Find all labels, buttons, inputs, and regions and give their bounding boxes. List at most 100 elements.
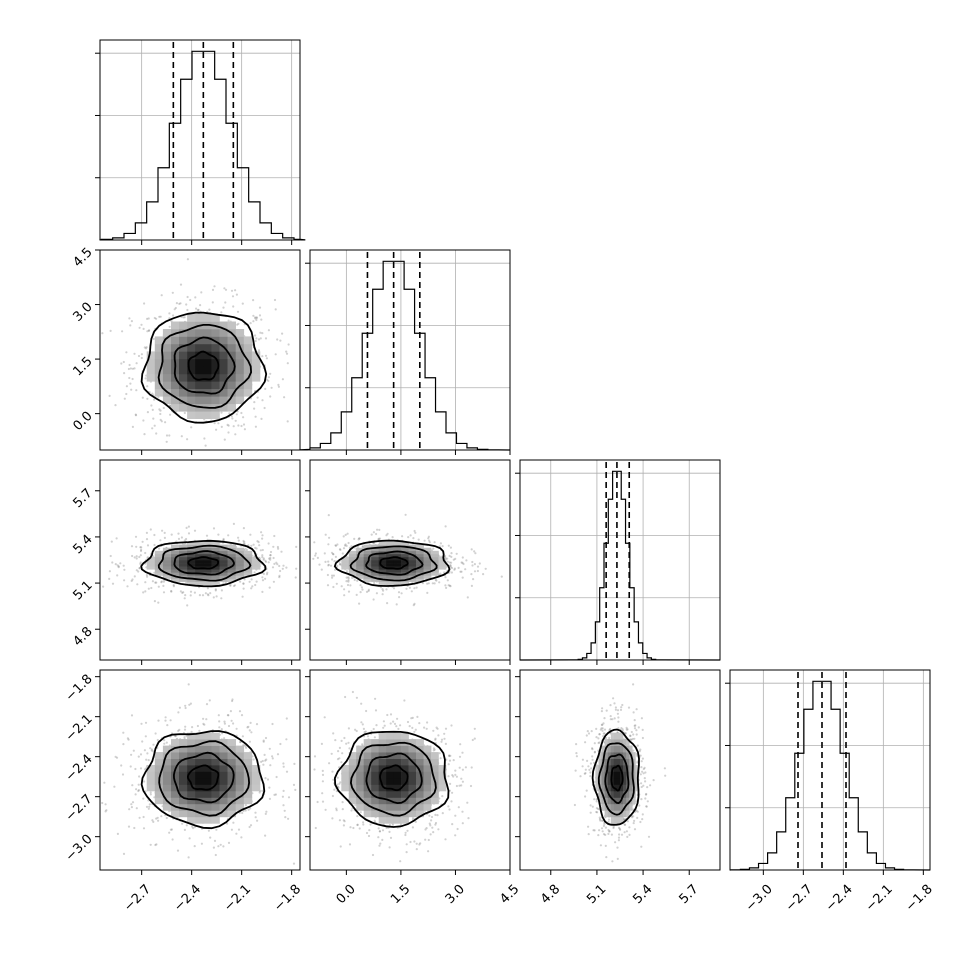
density-cell	[203, 784, 212, 792]
sample-point	[404, 831, 407, 834]
sample-point	[123, 568, 126, 571]
sample-point	[455, 775, 458, 778]
sample-point	[399, 724, 402, 727]
density-cell	[211, 351, 220, 360]
sample-point	[470, 766, 473, 769]
sample-point	[109, 329, 112, 332]
density-cell	[235, 563, 245, 567]
sample-point	[183, 597, 186, 600]
density-cell	[393, 550, 402, 555]
density-cell	[179, 336, 188, 345]
sample-point	[360, 586, 363, 589]
density-cell	[187, 396, 196, 405]
sample-point	[335, 582, 338, 585]
density-cell	[211, 358, 220, 367]
density-cell	[393, 560, 402, 564]
density-cell	[195, 560, 204, 564]
sample-point	[174, 306, 177, 310]
sample-point	[108, 577, 111, 581]
sample-point	[188, 703, 191, 706]
sample-point	[151, 408, 154, 411]
sample-point	[141, 740, 144, 743]
sample-point	[254, 425, 257, 428]
sample-point	[224, 301, 227, 304]
sample-point	[169, 719, 172, 722]
density-cell	[187, 381, 196, 390]
sample-point	[134, 535, 138, 538]
sample-point	[117, 565, 120, 568]
density-cell	[179, 569, 188, 573]
sample-point	[133, 556, 136, 559]
sample-point	[209, 592, 212, 595]
sample-point	[313, 755, 317, 758]
density-cell	[235, 745, 245, 753]
sample-point	[327, 543, 330, 546]
sample-point	[218, 720, 221, 723]
sample-point	[375, 592, 378, 595]
sample-point	[286, 362, 289, 365]
sample-point	[145, 573, 148, 577]
sample-point	[141, 540, 144, 543]
sample-point	[282, 564, 285, 567]
sample-point	[154, 732, 157, 735]
sample-point	[131, 578, 134, 581]
sample-point	[321, 773, 325, 777]
density-cell	[363, 563, 372, 567]
density-cell	[431, 553, 439, 558]
sample-point	[242, 423, 246, 426]
sample-point	[215, 595, 218, 598]
sample-point	[444, 727, 448, 730]
sample-point	[232, 584, 236, 588]
density-cell	[187, 778, 196, 785]
sample-point	[265, 573, 269, 576]
sample-point	[186, 258, 189, 261]
sample-point	[146, 752, 149, 755]
sample-point	[184, 594, 187, 597]
sample-point	[396, 717, 399, 720]
sample-point	[444, 838, 447, 841]
sample-point	[191, 726, 194, 729]
sample-point	[135, 788, 138, 791]
density-cell	[146, 784, 156, 792]
density-cell	[195, 739, 204, 746]
sample-point	[349, 584, 352, 587]
density-cell	[219, 547, 228, 552]
density-cell	[203, 732, 212, 740]
sample-point	[249, 807, 252, 810]
sample-point	[267, 329, 270, 332]
sample-point	[231, 295, 235, 298]
contour-level-3	[140, 311, 268, 424]
density-cell	[211, 810, 220, 818]
sample-point	[241, 595, 244, 598]
density-cell	[401, 553, 409, 558]
density-cell	[195, 732, 204, 740]
sample-point	[246, 726, 249, 729]
density-cell	[154, 765, 164, 772]
sample-point	[102, 585, 105, 588]
histogram-step	[299, 260, 511, 451]
sample-point	[159, 412, 162, 416]
sample-point	[190, 426, 193, 429]
density-cell	[211, 784, 220, 792]
density-cell	[179, 745, 188, 753]
sample-point	[229, 583, 232, 586]
panel-frame	[309, 459, 511, 661]
sample-point	[201, 594, 205, 597]
sample-point	[444, 525, 447, 528]
density-cell	[219, 745, 228, 753]
density-cell	[195, 758, 204, 766]
y-tick-label: 0.0	[70, 409, 95, 434]
sample-point	[144, 735, 147, 738]
sample-point	[130, 320, 133, 323]
density-cell	[171, 791, 180, 798]
density-cell	[227, 797, 236, 805]
sample-point	[254, 339, 257, 343]
sample-point	[358, 537, 361, 540]
y-tick-label: 5.1	[70, 578, 95, 603]
sample-point	[206, 593, 209, 596]
sample-point	[256, 819, 259, 822]
sample-point	[341, 752, 344, 755]
sample-point	[334, 544, 337, 547]
sample-point	[314, 554, 317, 557]
